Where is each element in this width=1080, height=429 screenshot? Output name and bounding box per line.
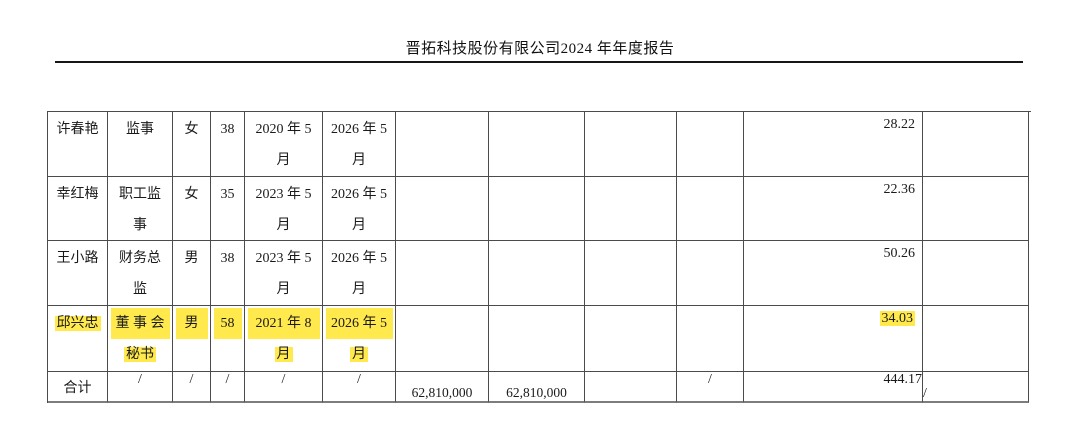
cell-empty (585, 241, 677, 306)
cell-age: 38 (211, 241, 245, 306)
cell-age: 58 (211, 306, 245, 372)
cell-slash: / (173, 372, 211, 403)
cell-gender: 男 (173, 241, 211, 306)
cell-empty (923, 177, 1029, 241)
cell-empty (677, 306, 744, 372)
cell-total-label: 合计 (48, 372, 108, 403)
cell-empty (923, 241, 1029, 306)
cell-empty (923, 112, 1029, 177)
cell-name: 许春艳 (48, 112, 108, 177)
cell-gender: 女 (173, 177, 211, 241)
cell-position: 职工监事 (108, 177, 173, 241)
cell-compensation: 50.26 (744, 241, 923, 306)
cell-shares-before: 62,810,000 (396, 372, 489, 403)
cell-empty (677, 241, 744, 306)
cell-gender: 男 (173, 306, 211, 372)
cell-age: 38 (211, 112, 245, 177)
cell-empty (585, 306, 677, 372)
cell-empty (489, 241, 585, 306)
page-title: 晋拓科技股份有限公司2024 年年度报告 (405, 41, 675, 57)
cell-slash: / (108, 372, 173, 403)
cell-empty (489, 306, 585, 372)
cell-shares-after: 62,810,000 (489, 372, 585, 403)
cell-compensation-total: 444.17 (744, 372, 923, 403)
cell-empty (396, 241, 489, 306)
cell-compensation: 34.03 (744, 306, 923, 372)
cell-empty (585, 177, 677, 241)
cell-position: 监事 (108, 112, 173, 177)
header-divider (55, 61, 1023, 63)
cell-compensation: 22.36 (744, 177, 923, 241)
cell-empty (396, 306, 489, 372)
cell-slash: / (677, 372, 744, 403)
cell-name: 幸红梅 (48, 177, 108, 241)
cell-compensation: 28.22 (744, 112, 923, 177)
cell-age: 35 (211, 177, 245, 241)
cell-gender: 女 (173, 112, 211, 177)
cell-name: 邱兴忠 (48, 306, 108, 372)
cell-position: 董 事 会秘书 (108, 306, 173, 372)
cell-name: 王小路 (48, 241, 108, 306)
cell-empty (923, 306, 1029, 372)
cell-empty (396, 112, 489, 177)
cell-slash: / (245, 372, 323, 403)
cell-empty (585, 112, 677, 177)
cell-empty (677, 177, 744, 241)
cell-position: 财务总监 (108, 241, 173, 306)
cell-empty (677, 112, 744, 177)
cell-slash: / (323, 372, 396, 403)
cell-slash: / (211, 372, 245, 403)
cell-empty (585, 372, 677, 403)
table-row-total: 合计 / / / / / 62,810,000 62,810,000 / 444… (48, 372, 1031, 403)
cell-empty (489, 177, 585, 241)
cell-empty (396, 177, 489, 241)
cell-empty (489, 112, 585, 177)
cell-slash: / (923, 372, 1029, 403)
